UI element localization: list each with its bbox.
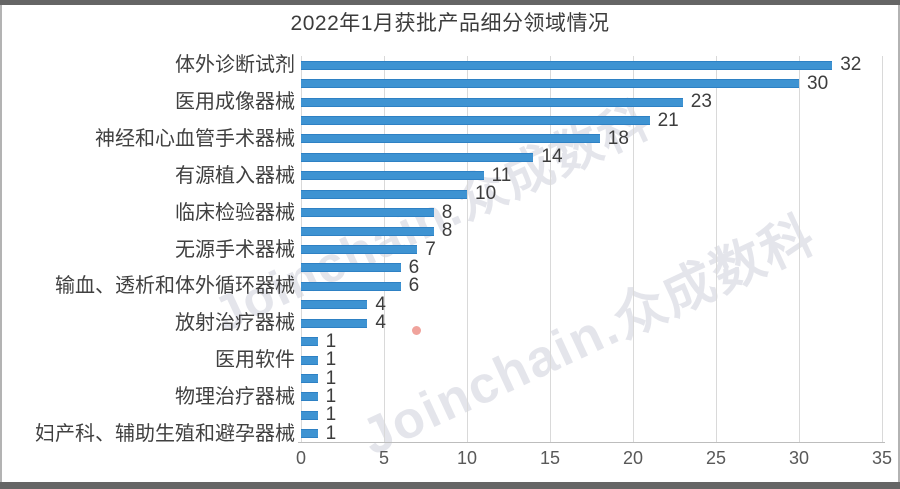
value-label: 32 [840,54,862,76]
value-label: 23 [690,91,712,113]
value-label: 18 [607,127,629,149]
value-label: 8 [441,220,453,242]
category-label: 临床检验器械 [175,201,295,224]
top-edge-bar [0,0,900,5]
x-tick-label: 20 [622,448,644,468]
category-label: 有源植入器械 [175,164,295,187]
x-tick-label: 30 [788,448,810,468]
bar [301,189,467,199]
x-tick-label: 15 [539,448,561,468]
value-label: 11 [491,164,512,186]
value-label: 1 [325,349,337,371]
bar [301,60,833,70]
bar [301,355,318,365]
value-label: 14 [541,146,563,168]
bar [301,79,799,89]
value-label: 21 [657,109,679,131]
x-tick-label: 35 [871,448,893,468]
category-label: 物理治疗器械 [175,385,295,408]
value-label: 1 [325,404,337,426]
x-tick-label: 10 [456,448,478,468]
bar [301,226,434,236]
value-label: 30 [807,72,829,94]
bar [301,245,418,254]
gridline [633,56,634,443]
bottom-edge-bar [0,482,900,489]
bar [301,281,401,291]
category-label: 妇产科、辅助生殖和避孕器械 [35,422,295,445]
value-label: 4 [375,312,386,334]
bar [301,208,434,218]
value-label: 1 [325,367,337,389]
category-label: 输血、透析和体外循环器械 [55,275,295,298]
right-frame-border [898,0,900,489]
value-label: 10 [475,183,497,205]
chart-title: 2022年1月获批产品细分领域情况 [290,12,610,35]
gridline [799,56,800,443]
value-label: 6 [408,275,420,297]
watermark-red-dot [412,326,421,335]
bar [301,152,534,162]
value-label: 8 [441,201,453,223]
value-label: 6 [408,256,420,278]
bar [301,171,484,181]
category-label: 神经和心血管手术器械 [95,127,295,150]
category-label: 医用软件 [215,349,295,372]
x-tick-label: 25 [705,448,727,468]
value-label: 1 [325,385,337,407]
gridline [716,56,717,443]
x-axis-line [298,442,885,443]
x-tick-label: 0 [295,448,306,468]
value-label: 1 [325,330,337,352]
bar [301,300,368,310]
bar [301,392,318,402]
gridline [467,56,468,443]
bar [301,429,318,439]
bar [301,374,318,383]
category-label: 无源手术器械 [175,238,295,261]
gridline [882,56,883,443]
bar [301,134,600,144]
bar [301,318,368,328]
x-tick-label: 5 [378,448,389,468]
left-frame-border [0,0,2,489]
value-label: 4 [375,293,386,315]
bar [301,410,318,420]
bar [301,116,650,125]
category-label: 放射治疗器械 [175,312,295,335]
bar [301,97,683,107]
value-label: 1 [325,422,337,444]
bar [301,263,401,273]
value-label: 7 [425,238,436,260]
category-label: 体外诊断试剂 [175,54,295,77]
gridline [550,56,551,443]
category-label: 医用成像器械 [175,91,295,114]
bar [301,337,318,347]
